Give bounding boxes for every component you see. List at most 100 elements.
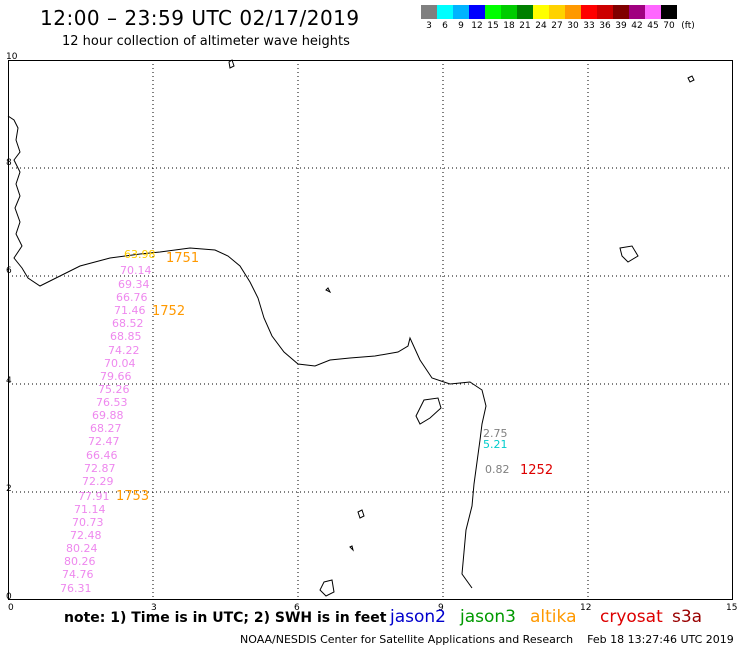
wave-height-reading: 70.14 [120, 264, 152, 277]
x-tick-label: 0 [8, 603, 14, 613]
scale-label: 36 [599, 21, 611, 31]
scale-swatch [533, 5, 549, 19]
scale-label: 18 [503, 21, 515, 31]
island-small-3 [349, 545, 354, 552]
grid-lines [8, 60, 733, 600]
island-small-2 [325, 287, 332, 294]
map-subtitle: 12 hour collection of altimeter wave hei… [62, 34, 350, 49]
pass-time-label: 1751 [166, 251, 200, 266]
island-north [228, 59, 235, 69]
wave-height-reading: 76.31 [60, 582, 92, 595]
pass-time-label: 1252 [520, 463, 554, 478]
scale-swatch [469, 5, 485, 19]
island-small-1 [357, 509, 365, 519]
wave-height-reading: 70.04 [104, 357, 136, 370]
wave-height-reading: 76.53 [96, 396, 128, 409]
satellite-legend-s3a: s3a [672, 607, 703, 627]
island-east [619, 245, 639, 263]
scale-label: 9 [458, 21, 464, 31]
scale-swatch [613, 5, 629, 19]
pass-time-label: 1752 [152, 304, 186, 319]
wave-height-reading: 72.87 [84, 462, 116, 475]
wave-height-reading: 66.76 [116, 291, 148, 304]
satellite-legend-jason3: jason3 [460, 607, 516, 627]
satellite-legend-cryosat: cryosat [600, 607, 663, 627]
wave-height-reading: 2.75 [483, 427, 508, 440]
scale-label: 42 [631, 21, 643, 31]
scale-label: 24 [535, 21, 547, 31]
wave-height-reading: 80.26 [64, 555, 96, 568]
wave-height-reading: 77.91 [78, 490, 110, 503]
x-tick-label: 6 [294, 603, 300, 613]
wave-height-color-scale: 3 6 9 12 15 18 21 24 27 30 33 36 39 42 45 70 (ft) [421, 5, 699, 31]
wave-height-reading: 69.88 [92, 409, 124, 422]
scale-label: 6 [442, 21, 448, 31]
x-tick-label: 9 [438, 603, 444, 613]
y-tick-label: 6 [6, 266, 12, 276]
wave-height-reading: 5.21 [483, 438, 508, 451]
island-north-east [687, 75, 695, 83]
scale-label: 70 [663, 21, 675, 31]
scale-label: 21 [519, 21, 531, 31]
scale-swatch [661, 5, 677, 19]
wave-height-reading: 74.22 [108, 344, 140, 357]
footer-note: note: 1) Time is in UTC; 2) SWH is in fe… [64, 610, 387, 626]
scale-swatch [581, 5, 597, 19]
scale-swatch [421, 5, 437, 19]
x-tick-label: 12 [580, 603, 592, 613]
wave-height-reading: 69.34 [118, 278, 150, 291]
scale-unit: (ft) [681, 21, 695, 31]
wave-height-reading: 0.82 [485, 463, 510, 476]
wave-height-reading: 72.47 [88, 435, 120, 448]
coastline-west [7, 115, 487, 589]
scale-swatch [501, 5, 517, 19]
y-tick-label: 10 [6, 52, 18, 62]
y-tick-label: 2 [6, 484, 12, 494]
scale-label: 33 [583, 21, 595, 31]
scale-label: 3 [426, 21, 432, 31]
wave-height-reading: 71.46 [114, 304, 146, 317]
cuba-island [415, 397, 442, 425]
wave-height-reading: 68.85 [110, 330, 142, 343]
wave-height-reading: 75.26 [98, 383, 130, 396]
wave-height-reading: 68.52 [112, 317, 144, 330]
scale-swatch [485, 5, 501, 19]
scale-label: 39 [615, 21, 627, 31]
island-south [319, 579, 335, 597]
scale-label: 45 [647, 21, 659, 31]
plot-frame [8, 60, 733, 600]
wave-height-reading: 74.76 [62, 568, 94, 581]
wave-height-reading: 68.27 [90, 422, 122, 435]
scale-swatch [629, 5, 645, 19]
scale-swatch [549, 5, 565, 19]
pass-time-label: 1753 [116, 489, 150, 504]
map-title: 12:00 – 23:59 UTC 02/17/2019 [40, 6, 360, 30]
wave-height-reading: 79.66 [100, 370, 132, 383]
wave-height-reading: 71.14 [74, 503, 106, 516]
coastline [7, 59, 695, 597]
wave-height-reading: 66.46 [86, 449, 118, 462]
scale-swatch [597, 5, 613, 19]
scale-label: 15 [487, 21, 499, 31]
wave-height-reading: 70.73 [72, 516, 104, 529]
wave-height-reading: 63.98 [124, 248, 156, 261]
satellite-legend-altika: altika [530, 607, 577, 627]
scale-label: 27 [551, 21, 563, 31]
y-tick-label: 4 [6, 376, 12, 386]
satellite-legend-jason2: jason2 [390, 607, 446, 627]
wave-height-reading: 72.29 [82, 475, 114, 488]
credit-text: NOAA/NESDIS Center for Satellite Applica… [240, 633, 574, 646]
wave-height-reading: 72.48 [70, 529, 102, 542]
y-tick-label: 0 [6, 592, 12, 602]
footer-credit: NOAA/NESDIS Center for Satellite Applica… [240, 633, 734, 646]
generated-timestamp: Feb 18 13:27:46 UTC 2019 [587, 633, 734, 646]
scale-swatch [517, 5, 533, 19]
scale-swatch [565, 5, 581, 19]
scale-label: 12 [471, 21, 483, 31]
x-tick-label: 3 [151, 603, 157, 613]
x-tick-label: 15 [726, 603, 738, 613]
scale-swatch [645, 5, 661, 19]
scale-swatch [453, 5, 469, 19]
scale-label: 30 [567, 21, 579, 31]
